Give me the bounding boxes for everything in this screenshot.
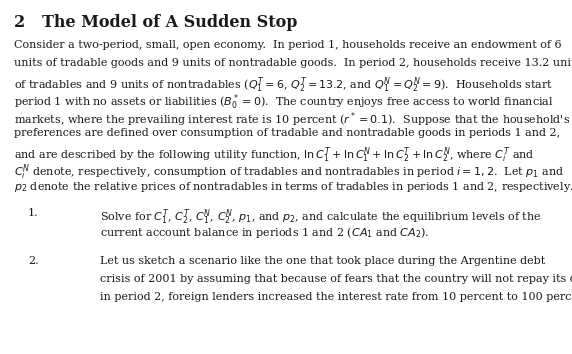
Text: preferences are defined over consumption of tradable and nontradable goods in pe: preferences are defined over consumption…: [14, 127, 560, 137]
Text: Solve for $C_1^T$, $C_2^T$, $C_1^N$, $C_2^N$, $p_1$, and $p_2$, and calculate th: Solve for $C_1^T$, $C_2^T$, $C_1^N$, $C_…: [100, 207, 542, 227]
Text: in period 2, foreign lenders increased the interest rate from 10 percent to 100 : in period 2, foreign lenders increased t…: [100, 291, 572, 302]
Text: $C_i^N$ denote, respectively, consumption of tradables and nontradables in perio: $C_i^N$ denote, respectively, consumptio…: [14, 162, 564, 182]
Text: markets, where the prevailing interest rate is 10 percent ($r^* = 0.1$).  Suppos: markets, where the prevailing interest r…: [14, 110, 570, 129]
Text: Consider a two-period, small, open economy.  In period 1, households receive an : Consider a two-period, small, open econo…: [14, 40, 562, 50]
Text: and are described by the following utility function, $\mathrm{ln}\, C_1^T + \mat: and are described by the following utili…: [14, 145, 535, 165]
Text: 2.: 2.: [28, 257, 39, 267]
Text: crisis of 2001 by assuming that because of fears that the country will not repay: crisis of 2001 by assuming that because …: [100, 274, 572, 284]
Text: Let us sketch a scenario like the one that took place during the Argentine debt: Let us sketch a scenario like the one th…: [100, 257, 545, 267]
Text: period 1 with no assets or liabilities ($B_0^* = 0$).  The country enjoys free a: period 1 with no assets or liabilities (…: [14, 92, 554, 112]
Text: $p_2$ denote the relative prices of nontradables in terms of tradables in period: $p_2$ denote the relative prices of nont…: [14, 180, 572, 194]
Text: 1.: 1.: [28, 207, 39, 217]
Text: units of tradable goods and 9 units of nontradable goods.  In period 2, househol: units of tradable goods and 9 units of n…: [14, 57, 572, 68]
Text: 2   The Model of A Sudden Stop: 2 The Model of A Sudden Stop: [14, 14, 297, 31]
Text: current account balance in periods 1 and 2 ($CA_1$ and $CA_2$).: current account balance in periods 1 and…: [100, 225, 430, 240]
Text: of tradables and 9 units of nontradables ($Q_1^T = 6$, $Q_2^T = 13.2$, and $Q_1^: of tradables and 9 units of nontradables…: [14, 75, 553, 95]
